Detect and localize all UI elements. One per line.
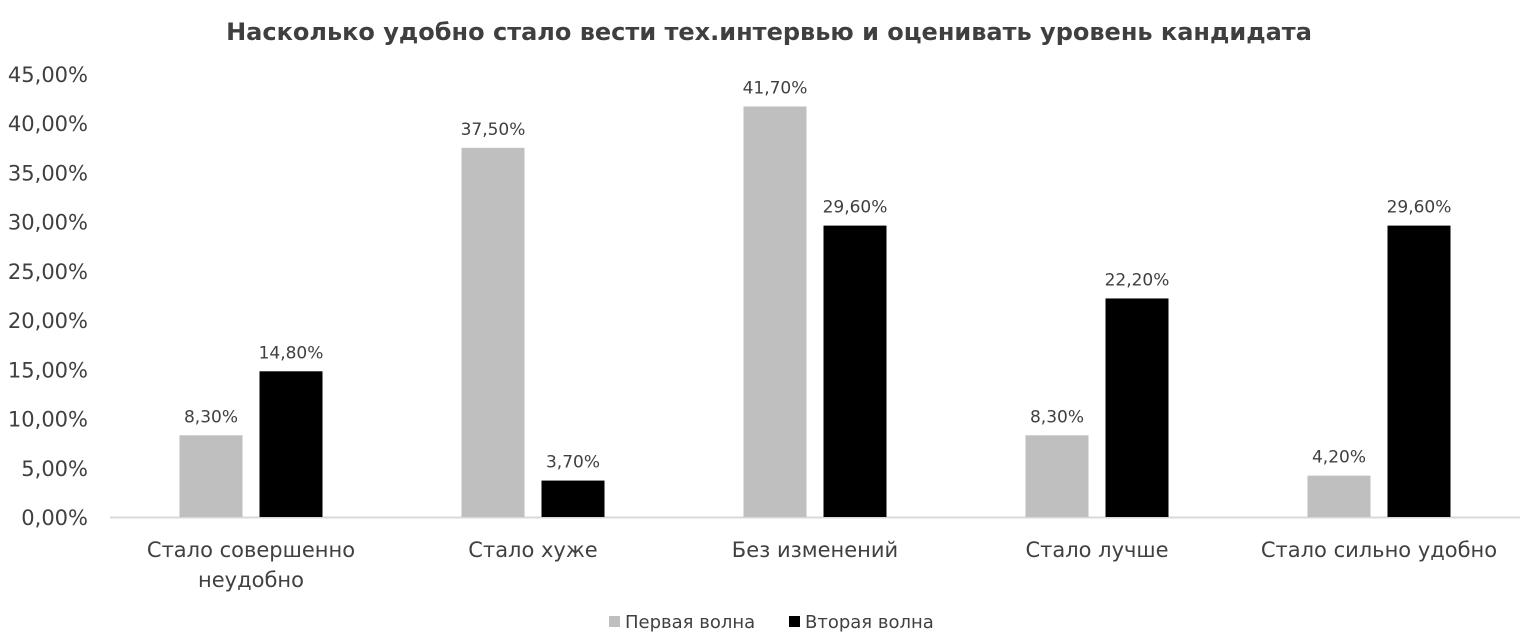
data-label: 3,70% <box>546 453 600 473</box>
bar <box>541 480 605 517</box>
data-label: 8,30% <box>1030 407 1084 427</box>
y-tick-label: 30,00% <box>8 211 88 235</box>
legend: Первая волна Вторая волна <box>609 612 934 633</box>
y-tick-label: 0,00% <box>21 506 88 530</box>
chart-title: Насколько удобно стало вести тех.интервь… <box>226 18 1312 46</box>
x-category-label: Стало лучше <box>1025 538 1168 562</box>
y-tick-label: 35,00% <box>8 161 88 185</box>
data-label: 8,30% <box>184 407 238 427</box>
bar <box>461 147 525 518</box>
bar <box>1387 225 1451 518</box>
x-category-label: неудобно <box>198 568 304 592</box>
y-tick-label: 15,00% <box>8 358 88 382</box>
x-category-label: Стало хуже <box>468 538 597 562</box>
legend-label: Первая волна <box>625 612 755 633</box>
bar <box>823 225 887 518</box>
y-tick-label: 45,00% <box>8 63 88 87</box>
bar <box>1105 298 1169 517</box>
data-label: 29,60% <box>1387 198 1452 218</box>
bar <box>743 106 807 517</box>
legend-swatch <box>609 616 620 627</box>
bar <box>259 371 323 517</box>
bar <box>1307 475 1371 517</box>
y-tick-label: 40,00% <box>8 112 88 136</box>
x-category-label: Стало совершенно <box>147 538 355 562</box>
y-tick-label: 25,00% <box>8 260 88 284</box>
y-axis: 0,00% 5,00% 10,00% 15,00% 20,00% 25,00% 30,00%… <box>8 63 88 530</box>
legend-label: Вторая волна <box>805 612 934 633</box>
bar <box>179 435 243 517</box>
data-label: 29,60% <box>823 198 888 218</box>
data-label: 14,80% <box>259 343 324 363</box>
legend-swatch <box>789 616 800 627</box>
data-label: 41,70% <box>743 78 808 98</box>
bars <box>179 106 1451 518</box>
data-label: 22,20% <box>1105 270 1170 290</box>
x-axis: Стало совершенно неудобно Стало хуже Без из… <box>110 516 1520 592</box>
data-labels: 8,30% 14,80% 37,50% 3,70% 41,70% 29,60% 8,30% 2… <box>184 78 1451 472</box>
x-category-label: Без изменений <box>732 538 898 562</box>
y-tick-label: 5,00% <box>21 457 88 481</box>
data-label: 37,50% <box>461 120 526 140</box>
y-tick-label: 20,00% <box>8 309 88 333</box>
y-tick-label: 10,00% <box>8 408 88 432</box>
x-category-label: Стало сильно удобно <box>1261 538 1497 562</box>
data-label: 4,20% <box>1312 448 1366 468</box>
bar <box>1025 435 1089 517</box>
